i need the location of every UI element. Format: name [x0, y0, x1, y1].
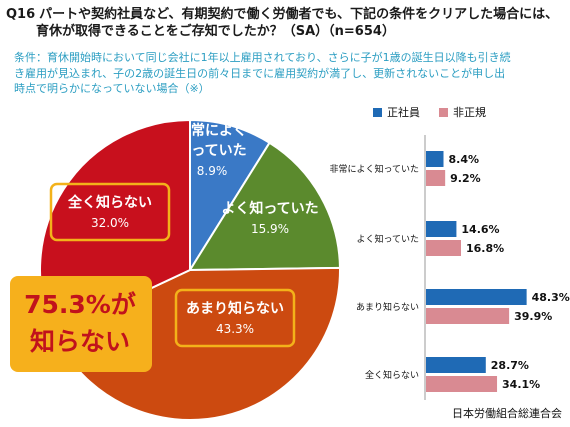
source-credit: 日本労働組合総連合会	[452, 407, 562, 420]
bar-value-label-hiseiki-1: 9.2%	[450, 172, 481, 185]
question-line-1: パートや契約社員など、有期契約で働く労働者でも、下記の条件をクリアした場合には、	[39, 7, 559, 22]
pie-value-label-1: 8.9%	[197, 164, 228, 178]
condition-line-1: 条件：育休開始時において同じ会社に1年以上雇用されており、さらに子が1歳の誕生日…	[14, 51, 511, 64]
pie-slice-2	[188, 141, 341, 272]
pie-label-box-4	[49, 182, 171, 242]
pie-category-label-4: 全く知らない	[67, 194, 152, 211]
bar-value-label-seishain-1: 8.4%	[449, 153, 480, 166]
bar-seishain-3	[426, 289, 527, 305]
pie-category-label-3: あまり知らない	[186, 300, 284, 317]
bar-value-label-hiseiki-2: 16.8%	[466, 242, 504, 255]
bar-seishain-4	[426, 357, 486, 373]
condition-text: 条件：育休開始時において同じ会社に1年以上雇用されており、さらに子が1歳の誕生日…	[14, 50, 564, 97]
callout-line-1: 75.3%が	[24, 290, 136, 319]
bar-value-label-seishain-2: 14.6%	[461, 223, 499, 236]
bar-seishain-2	[426, 221, 457, 237]
bar-hiseiki-1	[426, 170, 446, 186]
bar-value-label-hiseiki-4: 34.1%	[502, 378, 540, 391]
bar-category-label-4: 全く知らない	[365, 369, 419, 381]
bar-hiseiki-3	[426, 308, 510, 324]
bar-category-label-1: 非常によく知っていた	[329, 163, 419, 175]
legend-swatch-2	[439, 108, 448, 117]
legend-label-1: 正社員	[387, 105, 420, 119]
pie-value-label-4: 32.0%	[91, 216, 129, 230]
callout-box	[10, 276, 152, 372]
bar-value-label-seishain-4: 28.7%	[491, 359, 529, 372]
question-text: Q16 パートや契約社員など、有期契約で働く労働者でも、下記の条件をクリアした場合…	[6, 6, 566, 40]
question-number: Q16	[6, 7, 36, 22]
question-line-2: 育休が取得できることをご存知でしたか？（SA）（n=654）	[36, 24, 395, 39]
legend-swatch-1	[373, 108, 382, 117]
bar-category-label-3: あまり知らない	[356, 301, 419, 313]
bar-category-label-2: よく知っていた	[356, 233, 419, 245]
bar-hiseiki-4	[426, 376, 498, 392]
bar-value-label-hiseiki-3: 39.9%	[514, 310, 552, 323]
condition-line-3: 時点で明らかになっていない場合（※）	[14, 82, 210, 95]
pie-category-label-1: 知っていた	[177, 142, 246, 159]
bar-hiseiki-2	[426, 240, 461, 256]
bar-seishain-1	[426, 151, 444, 167]
callout-line-2: 知らない	[30, 327, 130, 356]
bar-value-label-seishain-3: 48.3%	[532, 291, 570, 304]
pie-value-label-2: 15.9%	[251, 222, 289, 236]
pie-value-label-3: 43.3%	[216, 322, 254, 336]
pie-slice-1	[189, 118, 271, 274]
pie-category-label-2: よく知っていた	[221, 200, 318, 217]
condition-line-2: き雇用が見込まれ、子の2歳の誕生日の前々日までに雇用契約が満了し、更新されないこ…	[14, 66, 506, 80]
legend-label-2: 非正規	[453, 105, 486, 119]
pie-category-label-1: 非常によく	[177, 122, 247, 139]
pie-label-box-3	[174, 288, 296, 348]
